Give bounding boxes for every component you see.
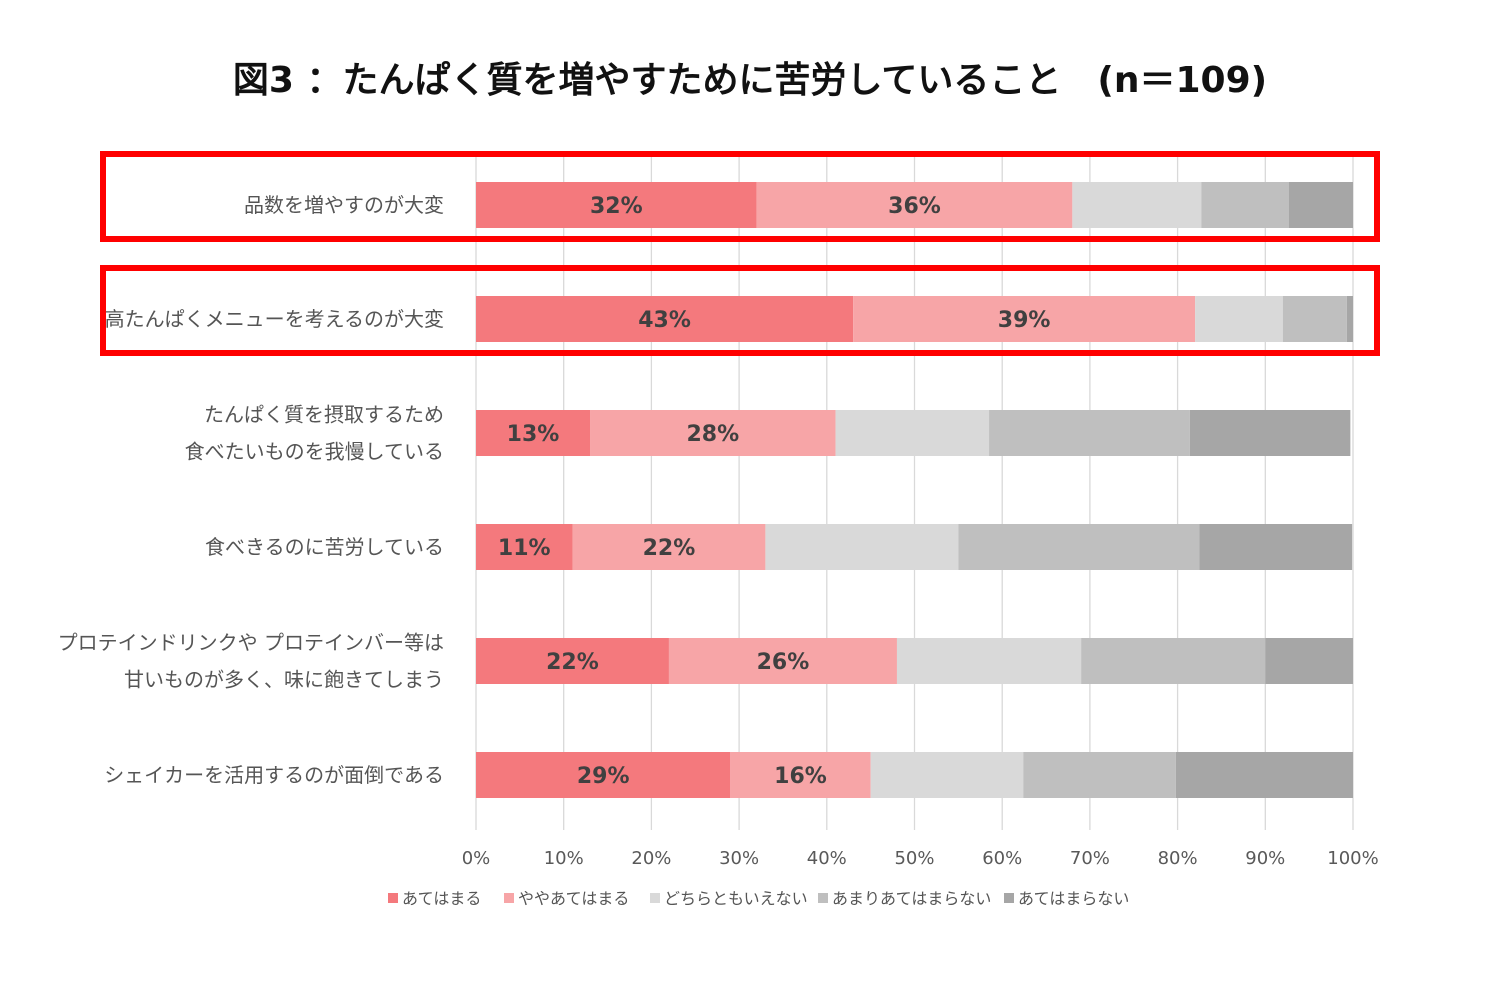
bar-segment [1282,296,1347,342]
legend-label: あまりあてはまらない [832,889,991,908]
legend-swatch [504,893,514,903]
bar-segment [896,638,1082,684]
data-label: 32% [590,194,643,219]
x-tick-label: 10% [544,848,584,869]
legend-swatch [650,893,660,903]
category-label: 甘いものが多く、味に飽きてしまう [124,668,444,692]
bar-segment [476,410,591,456]
bar-segment [1081,638,1266,684]
x-tick-label: 90% [1245,848,1285,869]
category-label: 品数を増やすのが大変 [244,193,444,217]
bar-segment [756,182,1073,228]
bar-segment [853,296,1196,342]
bar-segment [668,638,897,684]
category-label: プロテインドリンクや プロテインバー等は [58,631,444,655]
category-label: 食べきるのに苦労している [205,535,444,559]
legend-label: あてはまらない [1018,889,1129,908]
data-label: 22% [546,650,599,675]
legend-swatch [818,893,828,903]
x-tick-label: 60% [982,848,1022,869]
x-tick-label: 70% [1070,848,1110,869]
highlight-box [100,265,1380,356]
bar-segment [1265,638,1353,684]
bar-segment [1199,524,1353,570]
legend-label: どちらともいえない [664,889,808,908]
x-tick-label: 50% [894,848,934,869]
gridlines [475,155,1354,830]
legend-label: あてはまる [402,889,481,908]
bar-segment [1288,182,1353,228]
bars: 32% 36% 43% 39% 13% 28% 11% 22% 22% 26% 29% 16% [476,182,1353,798]
bar-segment [1023,752,1176,798]
bar-segment [870,752,1024,798]
data-label: 11% [498,536,551,561]
category-label: たんぱく質を摂取するため [204,403,444,427]
bar-segment [730,752,871,798]
x-tick-label: 80% [1158,848,1198,869]
category-label: 食べたいものを我慢している [185,440,444,464]
bar-segment [1346,296,1353,342]
bar-segment [1175,752,1353,798]
data-label: 36% [888,194,941,219]
x-tick-label: 100% [1327,848,1378,869]
legend-swatch [1004,893,1014,903]
data-label: 22% [643,536,696,561]
highlight-box [100,151,1380,242]
x-tick-label: 30% [719,848,759,869]
data-label: 43% [638,308,691,333]
category-label: 高たんぱくメニューを考えるのが大変 [105,307,444,331]
chart-title: 図3 ：たんぱく質を増やすために苦労していること (n＝109) [233,60,1267,101]
data-label: 13% [507,422,560,447]
data-label: 29% [577,764,630,789]
bar-segment [1195,296,1283,342]
category-label: シェイカーを活用するのが面倒である [104,763,444,787]
x-tick-label: 40% [807,848,847,869]
bar-segment [476,524,573,570]
bar-segment [1072,182,1202,228]
bar-segment [476,182,757,228]
data-label: 26% [757,650,810,675]
data-label: 28% [686,422,739,447]
bar-segment [590,410,836,456]
bar-segment [989,410,1190,456]
bar-segment [1189,410,1351,456]
bar-segment [835,410,990,456]
category-labels: 品数を増やすのが大変高たんぱくメニューを考えるのが大変たんぱく質を摂取するため食… [58,193,444,787]
x-tick-label: 20% [631,848,671,869]
bar-segment [765,524,959,570]
bar-segment [958,524,1200,570]
bar-segment [476,752,731,798]
legend-label: ややあてはまる [518,889,629,908]
bar-segment [476,296,854,342]
x-axis-ticks: 0% 10% 20% 30% 40% 50% 60% 70% 80% 90% 100% [462,848,1379,869]
legend: あてはまる ややあてはまる どちらともいえない あまりあてはまらない あてはまらない [388,889,1129,908]
legend-swatch [388,893,398,903]
bar-segment [1201,182,1289,228]
x-tick-label: 0% [462,848,491,869]
data-label: 16% [774,764,827,789]
bar-segment [476,638,669,684]
bar-segment [572,524,766,570]
data-label: 39% [998,308,1051,333]
highlight-boxes [100,151,1380,356]
